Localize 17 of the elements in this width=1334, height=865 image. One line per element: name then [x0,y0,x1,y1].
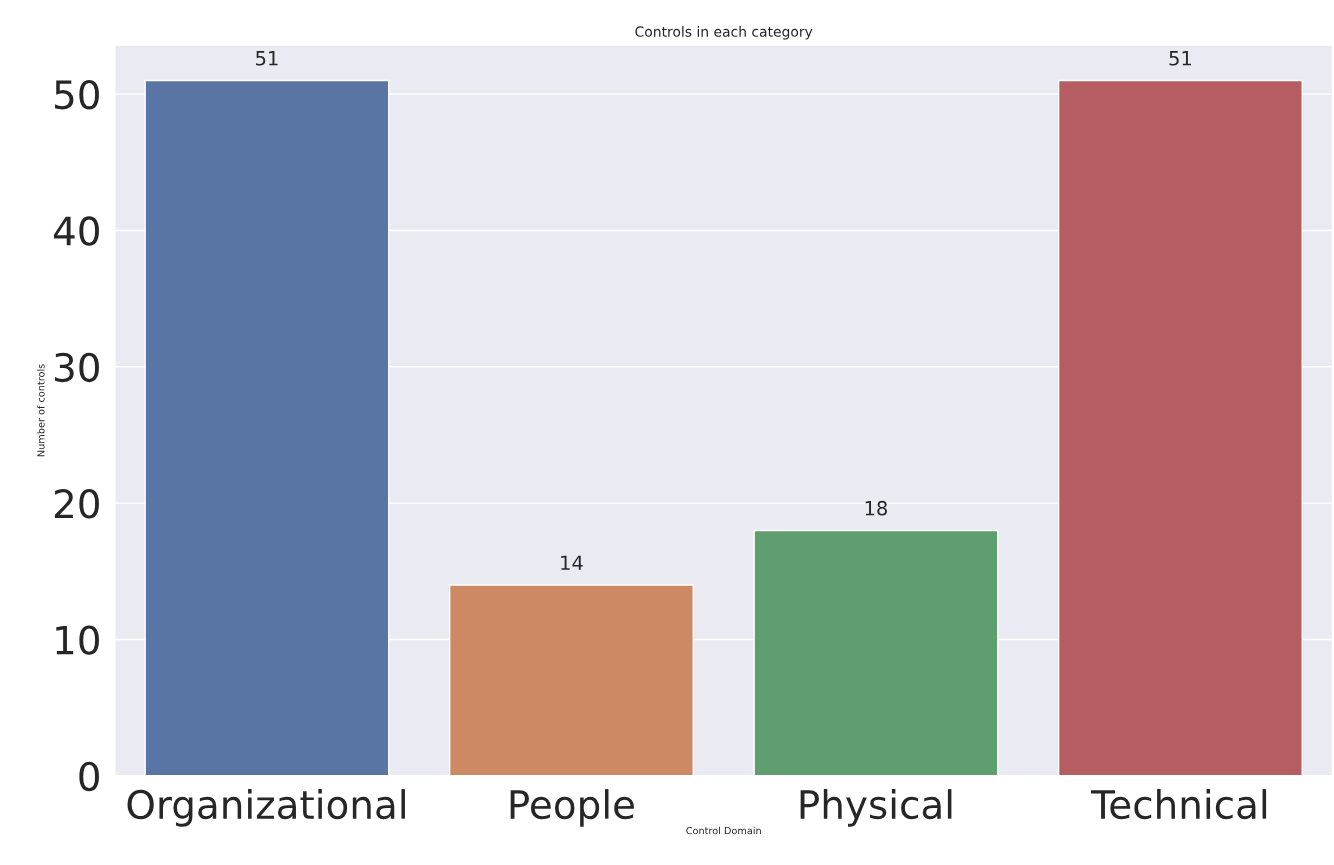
data-label: 51 [256,51,278,66]
y-tick-label: 40 [53,216,99,246]
data-label: 14 [561,555,583,570]
data-label: 18 [865,500,887,516]
y-tick-label: 20 [54,489,99,519]
x-tick-label: Technical [1091,789,1267,820]
y-axis-title: Number of controls [37,364,45,457]
x-tick-label: Organizational [127,789,405,827]
x-tick-label: People [510,789,634,827]
y-tick-label: 30 [55,352,99,383]
chart-title: Controls in each category [635,26,813,40]
x-tick-label: Physical [800,789,952,827]
y-tick-label: 50 [55,79,99,110]
y-tick-label: 10 [56,625,99,655]
data-label: 51 [1169,51,1191,66]
x-axis-title: Control Domain [686,826,761,835]
y-tick-label: 0 [79,761,99,792]
